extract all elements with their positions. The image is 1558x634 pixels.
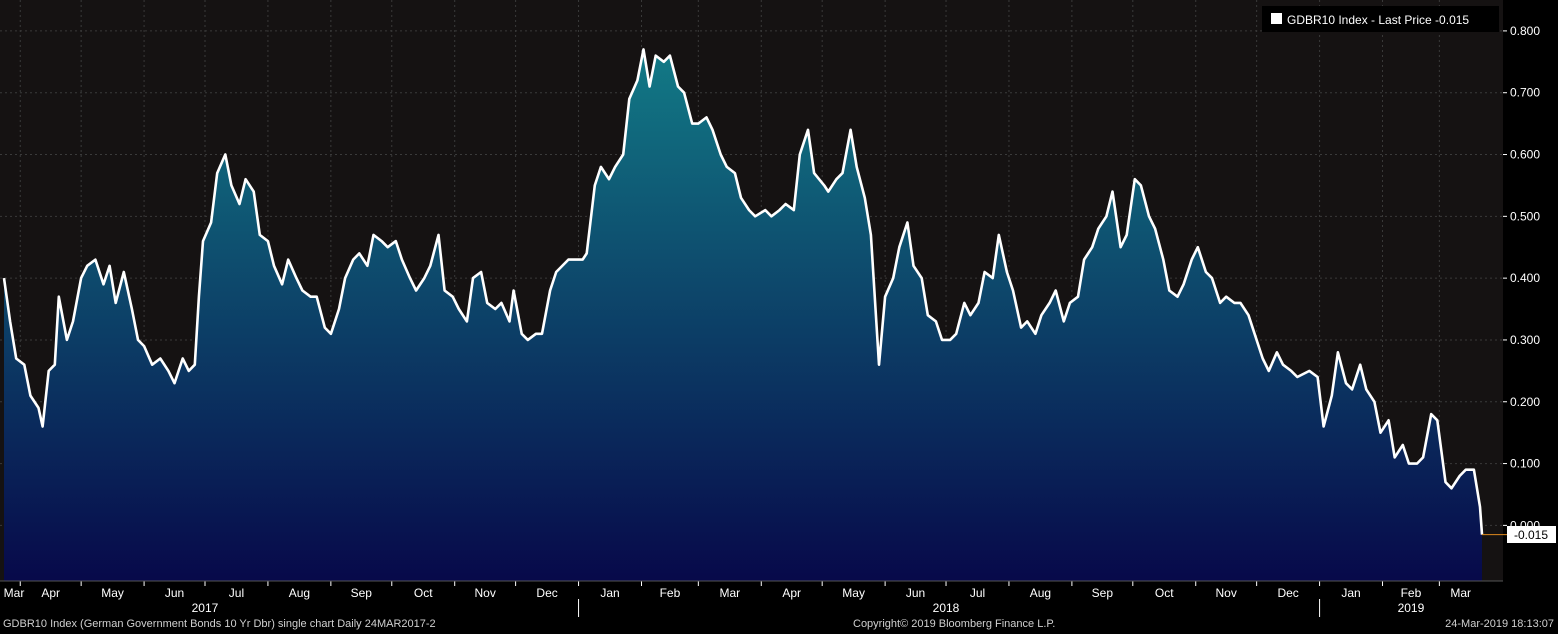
last-price-text: -0.015	[1514, 528, 1548, 542]
x-tick-label: Aug	[289, 586, 310, 600]
y-tick-label: 0.500	[1510, 209, 1540, 223]
x-tick-label: Apr	[41, 586, 60, 600]
y-tick-label: 0.100	[1510, 457, 1540, 471]
last-price-label: -0.015	[1507, 526, 1556, 543]
x-tick-label: Mar	[719, 586, 740, 600]
footer-copyright: Copyright© 2019 Bloomberg Finance L.P.	[853, 618, 1056, 630]
legend-text: GDBR10 Index - Last Price -0.015	[1287, 13, 1469, 27]
x-axis: Mar Apr May Jun Jul Aug Sep Oct Nov Dec Jan Feb Mar A…	[0, 580, 1503, 617]
x-tick-label: Jan	[600, 586, 619, 600]
x-tick-label: May	[101, 586, 124, 600]
x-tick-label: Nov	[1216, 586, 1237, 600]
y-axis: 0.800 0.700 0.600 0.500 0.400 0.300 0.200 0.100…	[1503, 24, 1540, 532]
y-tick-label: 0.400	[1510, 271, 1540, 285]
x-tick-label: Mar	[1450, 586, 1471, 600]
x-tick-label: Dec	[536, 586, 557, 600]
x-tick-label: Jul	[229, 586, 244, 600]
legend-box	[1262, 6, 1499, 32]
x-tick-label: Feb	[660, 586, 681, 600]
x-tick-label: Jan	[1341, 586, 1360, 600]
series-line	[2, 48, 1484, 535]
footer-description: GDBR10 Index (German Government Bonds 10…	[3, 618, 436, 630]
x-tick-label: Sep	[351, 586, 373, 600]
x-tick-label: Dec	[1277, 586, 1298, 600]
x-tick-label: Feb	[1401, 586, 1422, 600]
y-tick-label: 0.800	[1510, 24, 1540, 38]
x-tick-label: Oct	[414, 586, 433, 600]
x-tick-label: May	[842, 586, 865, 600]
x-tick-label: Jul	[970, 586, 985, 600]
x-tick-label: Aug	[1030, 586, 1051, 600]
y-tick-label: 0.700	[1510, 86, 1540, 100]
x-tick-label: Sep	[1092, 586, 1114, 600]
last-price-box	[1507, 526, 1556, 543]
y-tick-label: 0.300	[1510, 333, 1540, 347]
series-area	[4, 49, 1482, 581]
legend-swatch	[1271, 13, 1282, 24]
x-tick-label: Nov	[474, 586, 495, 600]
x-tick-label: Apr	[782, 586, 801, 600]
year-label: 2018	[933, 601, 960, 615]
footer-timestamp: 24-Mar-2019 18:13:07	[1445, 618, 1554, 630]
x-tick-label: Jun	[906, 586, 925, 600]
x-tick-label: Mar	[4, 586, 25, 600]
y-tick-label: 0.200	[1510, 395, 1540, 409]
y-tick-label: 0.600	[1510, 148, 1540, 162]
legend: GDBR10 Index - Last Price -0.015	[1262, 6, 1499, 32]
x-tick-label: Jun	[165, 586, 184, 600]
x-tick-label: Oct	[1155, 586, 1174, 600]
year-label: 2017	[192, 601, 219, 615]
year-label: 2019	[1398, 601, 1425, 615]
